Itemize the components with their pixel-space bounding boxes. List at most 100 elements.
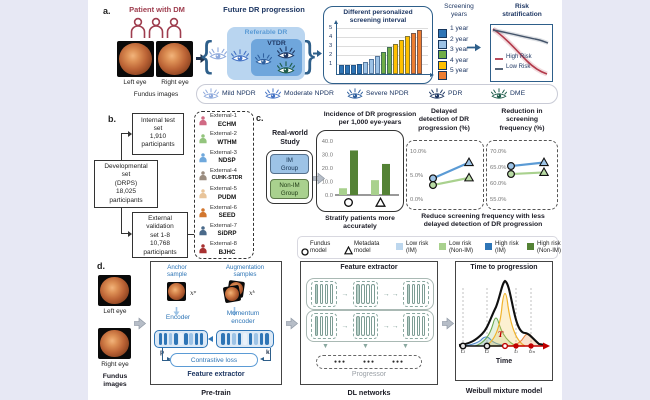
- reduction-chart-box: 70.0% 65.0% 60.0% 55.0%: [486, 140, 558, 210]
- pdr-legend-label: PDR: [448, 90, 463, 97]
- moderate-npdr-eye-icon: [231, 49, 249, 63]
- person-icon: [198, 152, 208, 163]
- k-label: k: [266, 349, 270, 356]
- left-eye-label-d: Left eye: [103, 308, 127, 315]
- interval-ytick-3: 3: [329, 43, 333, 49]
- right-brace: }: [304, 34, 316, 76]
- dme-legend-icon: [491, 88, 507, 100]
- contrastive-loss-box: Contrastive loss: [170, 353, 258, 367]
- svg-text:0.0: 0.0: [325, 193, 333, 199]
- moderate-npdr-legend-label: Moderate NPDR: [284, 90, 334, 97]
- risk-stratification-plot: High Risk Low Risk: [490, 24, 553, 82]
- tick-t2: t₂: [484, 349, 490, 355]
- interval-bar: [375, 55, 380, 74]
- right-eye-label: Right eye: [161, 79, 189, 86]
- year4-label: 4 year: [450, 56, 469, 64]
- year1-swatch: [438, 29, 447, 38]
- external-id: External-3: [210, 149, 237, 156]
- down-arrow-icon: [173, 303, 180, 321]
- external-cohort-row: External-8 BJHC: [196, 241, 252, 259]
- developmental-set-box: Developmental set (DRPS) 18,025 particip…: [94, 160, 158, 208]
- fundus-images-caption-d: Fundus images: [102, 373, 128, 389]
- interval-ytick-4: 4: [329, 34, 333, 40]
- reduce-frequency-caption: Reduce screening frequency with less del…: [421, 213, 545, 229]
- connector: [121, 233, 129, 235]
- interval-ytick-1: 1: [329, 61, 333, 67]
- T-annotation: T: [498, 330, 504, 339]
- external-name: SEED: [218, 212, 236, 219]
- interval-bar: [411, 32, 416, 74]
- anchor-sample-image: [167, 282, 186, 301]
- left-brace: {: [201, 34, 213, 76]
- risk-stratification-title: Risk stratification: [502, 3, 542, 18]
- external-id: External-8: [210, 241, 237, 248]
- right-eye-label-d: Right eye: [101, 361, 129, 368]
- interval-bar: [363, 62, 368, 74]
- model-risk-legend-bar: [297, 236, 558, 259]
- momentum-encoder-block: [216, 330, 274, 348]
- year5-swatch: [438, 71, 447, 80]
- study-groups-box: [266, 150, 313, 204]
- svg-text:10.0%: 10.0%: [410, 149, 426, 155]
- year3-swatch: [438, 50, 447, 59]
- progressor-label: Progressor: [351, 371, 387, 378]
- person-icon: [198, 207, 208, 218]
- augmented-image-2: [222, 284, 242, 304]
- dl-row-2: → → →: [306, 310, 434, 342]
- svg-text:20.0: 20.0: [322, 166, 333, 172]
- im-group-box: IM Group: [270, 154, 309, 174]
- arrow-to-risk-icon: [467, 43, 481, 52]
- future-dr-progression-title: Future DR progression: [223, 5, 305, 14]
- x-p-label: xᵖ: [190, 289, 197, 297]
- mild-npdr-eye-icon: [209, 47, 227, 61]
- svg-text:5.0%: 5.0%: [410, 173, 423, 179]
- external-id: External-1: [210, 113, 237, 119]
- arrowhead: [167, 356, 171, 361]
- external-id: External-7: [210, 222, 237, 229]
- mild-npdr-legend-label: Mild NPDR: [222, 90, 256, 97]
- severe-npdr-legend-label: Severe NPDR: [366, 90, 409, 97]
- year4-swatch: [438, 60, 447, 70]
- external-name: ECHM: [217, 120, 237, 128]
- referable-dr-label: Referable DR: [244, 29, 288, 36]
- panel-b-label: b.: [108, 114, 116, 124]
- fundus-images-caption: Fundus images: [133, 91, 179, 98]
- interval-ytick-5: 5: [329, 25, 333, 31]
- low-risk-label: Low Risk: [506, 64, 531, 70]
- connector: [121, 133, 129, 135]
- external-cohort-row: External-3 NDSP: [196, 150, 252, 168]
- interval-ytick-2: 2: [329, 52, 333, 58]
- person-icon: [198, 225, 208, 236]
- external-cohort-row: External-5 PUDM: [196, 186, 252, 204]
- interval-bar: [345, 64, 350, 74]
- delayed-chart-title: Delayed detection of DR progression (%): [418, 108, 470, 132]
- year1-label: 1 year: [450, 25, 469, 32]
- arrow-right-icon: [286, 317, 299, 330]
- risk-color-swatch: [439, 243, 446, 250]
- encoder-label: Encoder: [165, 314, 191, 321]
- external-id: External-5: [210, 186, 237, 193]
- interval-bar: [357, 63, 362, 74]
- external-id: External-2: [210, 131, 237, 138]
- svg-text:70.0%: 70.0%: [490, 149, 506, 155]
- encoder-block: [154, 330, 208, 348]
- patients-icon: [127, 17, 185, 39]
- stratify-caption: Stratify patients more accurately: [325, 215, 395, 231]
- screening-interval-plot: [333, 20, 434, 78]
- external-name: SiDRP: [217, 230, 237, 238]
- arrow-right-icon: [134, 317, 147, 330]
- external-name: BJHC: [218, 248, 236, 256]
- dme-eye-icon: [277, 61, 295, 75]
- reduction-chart-title: Reduction in screening frequency (%): [499, 108, 545, 132]
- risk-color-swatch: [485, 243, 492, 250]
- x-k-label: xᵏ: [249, 289, 256, 297]
- moderate-npdr-legend-icon: [265, 88, 281, 100]
- incidence-chart-title: Incidence of DR progression per 1,000 ey…: [323, 111, 417, 127]
- internal-test-set-box: Internal test set 1,910 participants: [132, 113, 184, 155]
- dl-networks-caption: DL networks: [347, 388, 391, 397]
- svg-text:0.0%: 0.0%: [410, 197, 423, 203]
- vtdr-label: VTDR: [267, 40, 286, 47]
- svg-text:60.0%: 60.0%: [490, 181, 506, 187]
- right-fundus-image-d: [98, 328, 131, 359]
